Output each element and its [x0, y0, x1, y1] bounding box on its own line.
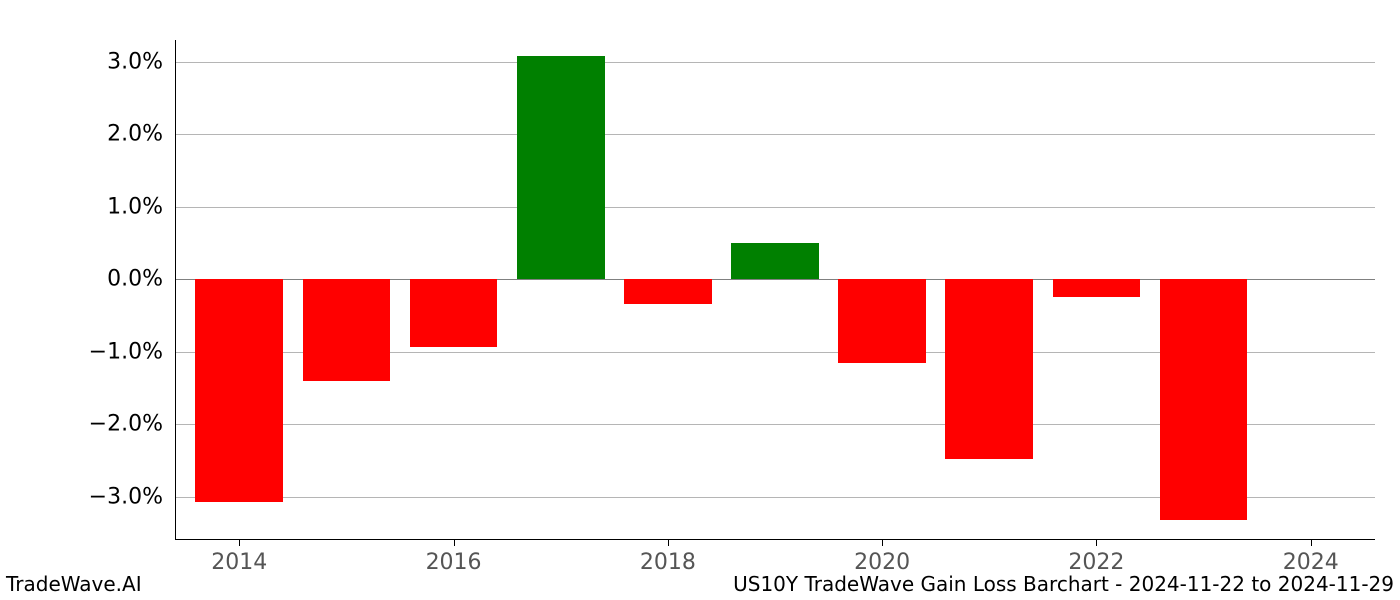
y-tick-label: 1.0% — [0, 194, 163, 219]
footer-brand-text: TradeWave.AI — [6, 572, 142, 596]
x-tick-mark — [1311, 540, 1312, 546]
footer-brand: TradeWave.AI — [6, 572, 142, 596]
x-tick-mark — [454, 540, 455, 546]
bar-2021 — [945, 279, 1033, 459]
y-tick-label: 3.0% — [0, 49, 163, 74]
bar-2015 — [303, 279, 391, 380]
bar-2014 — [195, 279, 283, 502]
gridline — [175, 134, 1375, 135]
bar-2016 — [410, 279, 498, 347]
y-tick-label: 2.0% — [0, 122, 163, 147]
bar-2018 — [624, 279, 712, 304]
bar-2020 — [838, 279, 926, 363]
x-tick-label: 2018 — [640, 550, 696, 575]
footer-caption: US10Y TradeWave Gain Loss Barchart - 202… — [733, 572, 1394, 596]
x-tick-label: 2014 — [211, 550, 267, 575]
footer-caption-text: US10Y TradeWave Gain Loss Barchart - 202… — [733, 572, 1394, 596]
x-tick-mark — [668, 540, 669, 546]
bar-2019 — [731, 243, 819, 279]
y-tick-label: −3.0% — [0, 484, 163, 509]
chart-container: −3.0% −2.0% −1.0% 0.0% 1.0% 2.0% 3.0% 2014 2016… — [0, 0, 1400, 600]
y-tick-label: −2.0% — [0, 412, 163, 437]
bar-2022 — [1053, 279, 1141, 297]
x-tick-mark — [239, 540, 240, 546]
bar-2017 — [517, 56, 605, 279]
gridline — [175, 207, 1375, 208]
spine-left — [175, 40, 176, 540]
x-tick-mark — [1096, 540, 1097, 546]
x-tick-label: 2016 — [426, 550, 482, 575]
gridline — [175, 62, 1375, 63]
plot-area — [175, 40, 1375, 540]
y-tick-label: 0.0% — [0, 267, 163, 292]
spine-bottom — [175, 539, 1375, 540]
y-tick-label: −1.0% — [0, 339, 163, 364]
bar-2023 — [1160, 279, 1248, 520]
x-tick-mark — [882, 540, 883, 546]
